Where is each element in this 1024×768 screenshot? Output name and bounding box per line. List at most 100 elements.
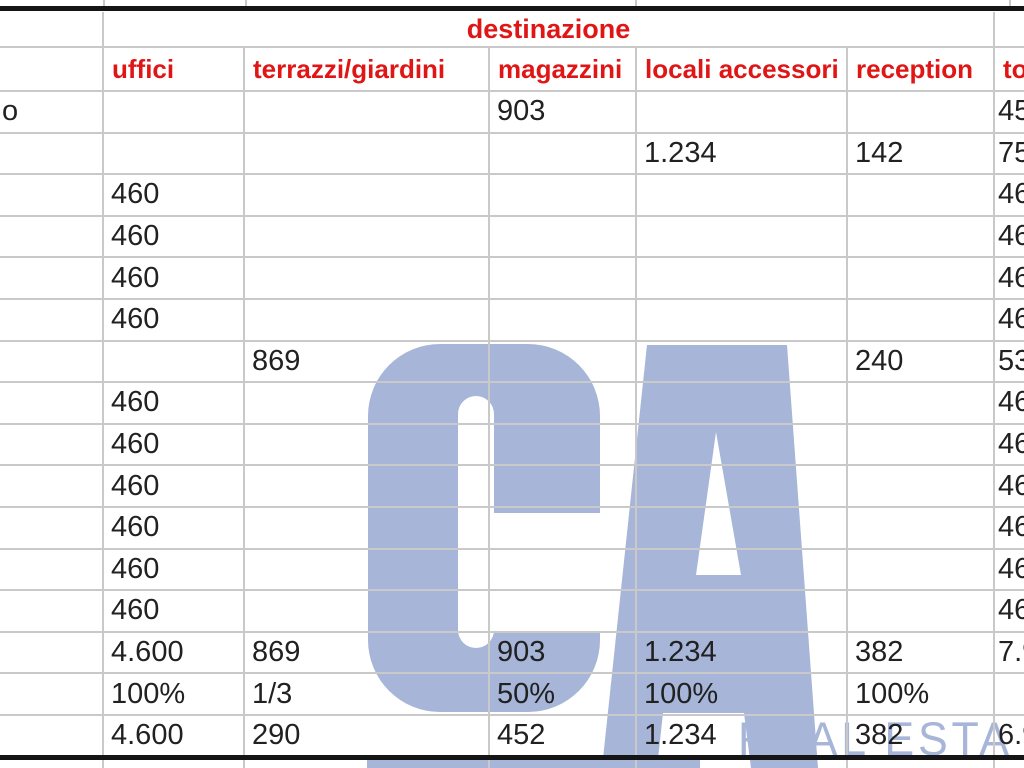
table-cell [245, 383, 490, 425]
table-cell [0, 175, 104, 217]
table-cell: 382 [848, 715, 995, 758]
table-cell: 46 [995, 425, 1024, 467]
table-cell: 46 [995, 466, 1024, 508]
table-cell: 46 [995, 550, 1024, 592]
table-cell: 46 [995, 258, 1024, 300]
table-cell: 452 [490, 715, 637, 758]
table-cell [0, 715, 104, 758]
table-cell [637, 341, 848, 384]
table-cell [104, 341, 245, 384]
table-cell [104, 133, 245, 176]
table-cell [848, 92, 995, 134]
table-cell [245, 258, 490, 300]
table-cell: 46 [995, 383, 1024, 425]
table-cell: 460 [104, 258, 245, 300]
table-cell: 460 [104, 299, 245, 342]
table-cell [0, 383, 104, 425]
gridline-stub [245, 0, 247, 8]
table-cell [637, 424, 848, 467]
table-cell [848, 591, 995, 633]
table-cell [848, 299, 995, 342]
table-cell [0, 549, 104, 592]
table-cell: 460 [104, 175, 245, 217]
table-cell [490, 549, 637, 592]
table-cell: 6.9 [995, 716, 1024, 758]
table-cell: 460 [104, 216, 245, 259]
table-cell [848, 424, 995, 467]
table-cell [104, 92, 245, 134]
table-cell: 460 [104, 549, 245, 592]
table-cell [245, 175, 490, 217]
table-cell: 4.600 [104, 632, 245, 675]
table-cell [245, 424, 490, 467]
table-cell: 460 [104, 591, 245, 633]
gridline-stub [1009, 0, 1011, 8]
table-cell [995, 674, 1024, 716]
table-cell: 46 [995, 217, 1024, 259]
table-cell: 1.234 [637, 632, 848, 675]
table-cell: 1/3 [245, 674, 490, 716]
table-cell [0, 507, 104, 550]
table-cell [0, 591, 104, 633]
table-cell: 100% [104, 674, 245, 716]
table-cell [637, 549, 848, 592]
table-cell [848, 258, 995, 300]
table-cell [245, 216, 490, 259]
table-cell [245, 507, 490, 550]
table-cell [490, 133, 637, 176]
table-cell: 50% [490, 674, 637, 716]
table-cell: 460 [104, 383, 245, 425]
table-cell [848, 175, 995, 217]
table-cell: 382 [848, 632, 995, 675]
gridline-stub [243, 760, 245, 768]
watermark-real-estate-text: REAL ESTA [738, 712, 1013, 765]
table-cell [848, 549, 995, 592]
table-cell: 100% [637, 674, 848, 716]
table-cell: 7.9 [995, 633, 1024, 675]
table-cell [0, 466, 104, 508]
table-cell: 4.600 [104, 715, 245, 758]
table-cell [0, 632, 104, 675]
table-cell [637, 92, 848, 134]
column-header-empty [0, 48, 104, 92]
table-cell: 46 [995, 591, 1024, 633]
merged-header-destinazione: destinazione [104, 12, 995, 48]
table-cell [848, 383, 995, 425]
spreadsheet-grid: destinazione uffici terrazzi/giardini magaz… [0, 12, 1024, 758]
thick-border-bottom [0, 755, 1024, 760]
column-header-1: uffici [104, 48, 245, 92]
table-cell: 903 [490, 632, 637, 675]
table-cell: 142 [848, 133, 995, 176]
gridline-stub [488, 760, 490, 768]
column-header-2: terrazzi/giardini [245, 48, 490, 92]
table-cell: 460 [104, 507, 245, 550]
table-cell [245, 466, 490, 508]
table-cell [0, 674, 104, 716]
table-cell [490, 175, 637, 217]
table-cell [245, 133, 490, 176]
table-cell [637, 216, 848, 259]
table-cell [490, 258, 637, 300]
table-cell [637, 507, 848, 550]
table-cell [490, 383, 637, 425]
table-cell: 46 [995, 175, 1024, 217]
table-cell: 869 [245, 632, 490, 675]
table-cell [490, 424, 637, 467]
gridline-stub [993, 760, 995, 768]
table-cell: 290 [245, 715, 490, 758]
column-header-6: to [995, 48, 1024, 92]
table-cell [245, 591, 490, 633]
table-cell [490, 216, 637, 259]
table-cell [848, 216, 995, 259]
corner-cell [0, 12, 104, 48]
table-cell [848, 507, 995, 550]
gridline-stub [635, 760, 637, 768]
table-cell: 100% [848, 674, 995, 716]
table-cell [490, 591, 637, 633]
table-cell: 1.234 [637, 133, 848, 176]
band-spacer-cell [995, 12, 1024, 48]
table-cell [848, 466, 995, 508]
table-cell [490, 299, 637, 342]
gridline-stub [635, 0, 637, 8]
